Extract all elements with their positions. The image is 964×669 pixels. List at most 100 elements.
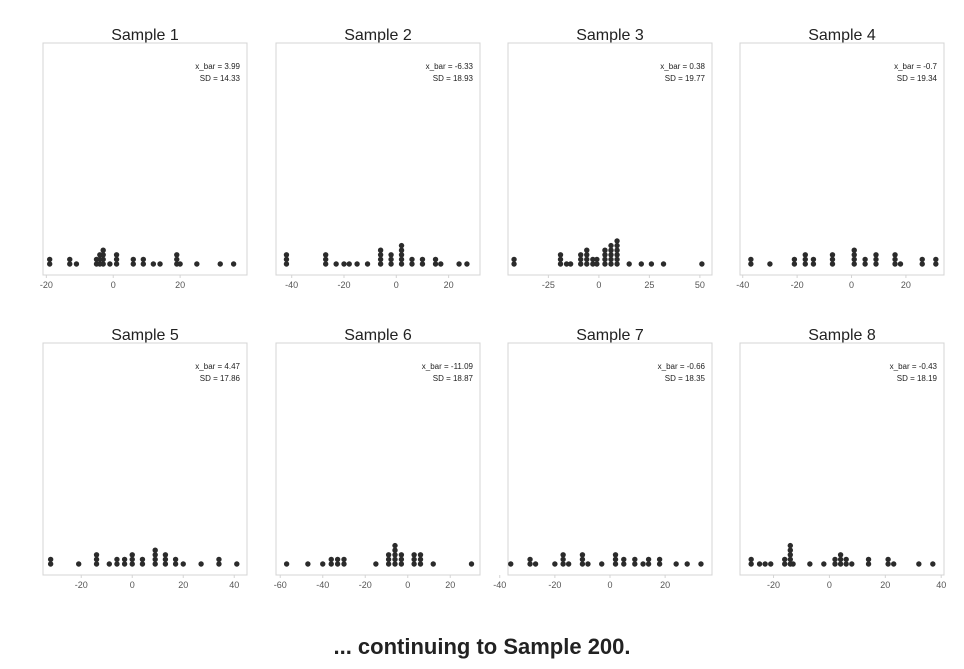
data-point (130, 261, 136, 267)
mean-label: x_bar = -11.09 (422, 362, 474, 371)
data-point (322, 252, 329, 258)
x-tick-label: 20 (660, 580, 670, 590)
data-point (121, 561, 128, 567)
data-point (328, 561, 334, 567)
data-point (140, 261, 147, 267)
data-point (411, 556, 417, 563)
data-point (594, 261, 600, 267)
data-point (684, 561, 690, 567)
data-point (807, 561, 813, 567)
data-point (417, 556, 424, 563)
data-point (377, 261, 384, 267)
data-point (113, 256, 120, 263)
data-point (837, 561, 844, 567)
data-point (608, 252, 614, 258)
plot-frame (739, 342, 945, 576)
data-point (341, 556, 347, 563)
x-tick-label: 50 (695, 280, 705, 290)
data-point (608, 242, 614, 249)
data-point (129, 552, 135, 558)
data-point (532, 561, 539, 567)
data-point (660, 261, 667, 267)
sd-label: SD = 17.86 (200, 374, 241, 383)
data-point (557, 256, 564, 263)
dot-plot: x_bar = 0.38 SD = 19.77 -25 0 25 50 (507, 42, 713, 290)
data-point (364, 261, 371, 267)
x-tick-label: 20 (444, 280, 454, 290)
mean-label: x_bar = 0.38 (660, 62, 705, 71)
mean-label: x_bar = -6.33 (426, 62, 474, 71)
data-point (398, 256, 405, 263)
x-tick-label: -20 (767, 580, 780, 590)
data-point (829, 256, 836, 263)
data-point (419, 261, 426, 267)
data-point (398, 561, 405, 567)
plot-frame (275, 342, 481, 576)
data-point (174, 252, 180, 258)
data-point (150, 261, 157, 267)
data-point (47, 561, 54, 567)
data-point (890, 561, 897, 567)
sample-stats: x_bar = -6.33 SD = 18.93 (426, 62, 474, 83)
data-point (614, 256, 620, 263)
data-point (377, 252, 384, 258)
data-point (47, 556, 54, 563)
x-tick-label: -20 (791, 280, 804, 290)
x-tick-label: -20 (337, 280, 350, 290)
x-tick-label: -20 (548, 580, 561, 590)
x-tick-label: 0 (607, 580, 612, 590)
sample-stats: x_bar = -0.7 SD = 19.34 (894, 62, 937, 83)
x-tick-label: 0 (111, 280, 116, 290)
data-point (579, 556, 586, 563)
plot-frame (275, 42, 481, 276)
sample-panel: Sample 7 x_bar = -0.66 SD = 18.35 -40 -20 0 20 (493, 310, 738, 595)
data-point (320, 561, 326, 567)
data-point (398, 552, 405, 558)
data-point (602, 247, 608, 253)
data-point (388, 261, 394, 267)
data-point (563, 261, 570, 267)
panel-title: Sample 1 (111, 27, 179, 44)
sample-grid: Sample 1 x_bar = 3.99 SD = 14.33 -20 0 20 Samp… (40, 27, 946, 595)
data-point (579, 561, 586, 567)
data-point (612, 561, 619, 567)
panel-title: Sample 7 (576, 327, 644, 344)
data-point (464, 261, 470, 267)
data-point (114, 561, 120, 567)
data-point (194, 261, 200, 267)
data-point (873, 256, 879, 263)
data-point (398, 556, 405, 563)
data-point (614, 247, 620, 253)
x-tick-label: 20 (901, 280, 911, 290)
data-point (802, 252, 808, 258)
data-point (283, 256, 290, 263)
plot-frame (739, 42, 945, 276)
sd-label: SD = 14.33 (200, 74, 241, 83)
data-point (768, 561, 774, 567)
plot-frame (42, 342, 248, 576)
data-point (787, 547, 794, 553)
data-point (567, 261, 574, 267)
data-point (230, 261, 237, 267)
sd-label: SD = 18.35 (665, 374, 706, 383)
data-point (93, 556, 100, 563)
data-point (584, 247, 590, 253)
data-point (645, 561, 652, 567)
data-point (392, 556, 398, 563)
data-point (802, 261, 808, 267)
panel-title: Sample 4 (808, 27, 876, 44)
data-point (585, 561, 591, 567)
data-point (385, 556, 392, 563)
data-point (594, 256, 600, 263)
data-point (885, 561, 891, 567)
mean-label: x_bar = 4.47 (195, 362, 240, 371)
data-point (748, 561, 754, 567)
data-point (129, 556, 135, 563)
x-tick-label: 40 (229, 580, 239, 590)
data-point (748, 256, 754, 263)
data-point (129, 561, 135, 567)
data-point (341, 561, 347, 567)
data-point (892, 256, 898, 263)
sd-label: SD = 18.87 (433, 374, 474, 383)
data-point (843, 561, 849, 567)
